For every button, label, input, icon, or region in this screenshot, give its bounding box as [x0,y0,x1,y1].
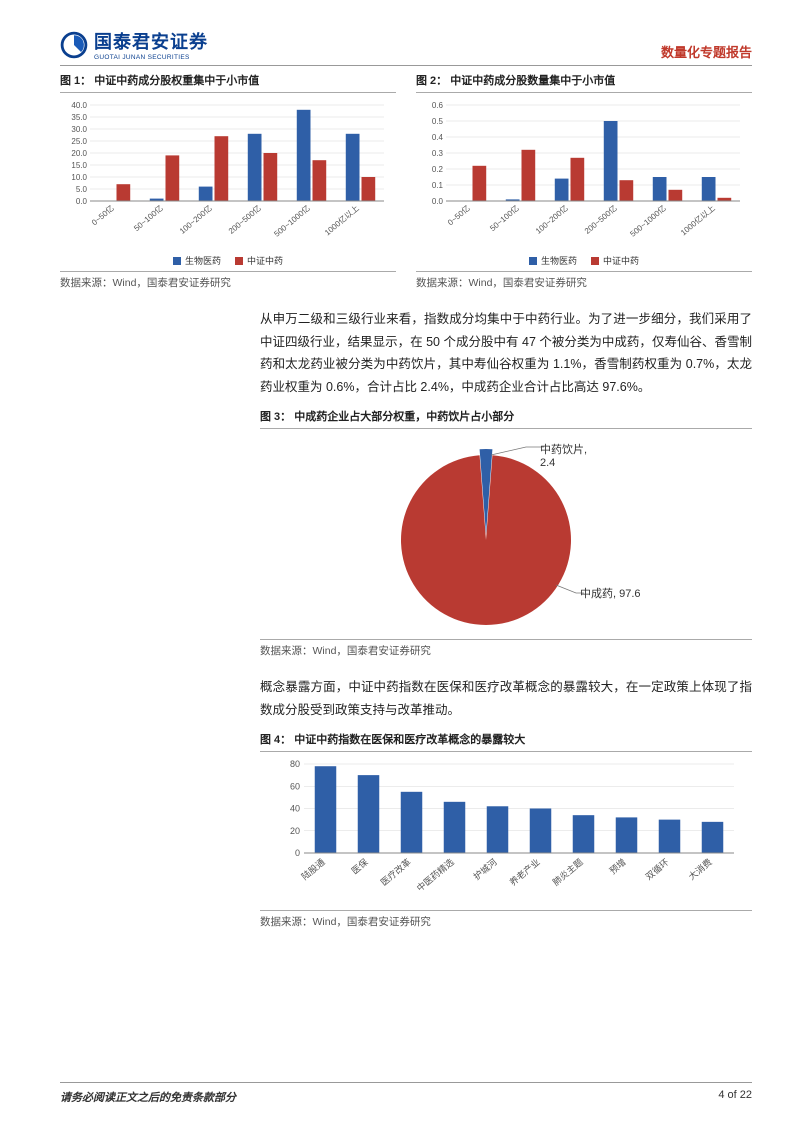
svg-text:20.0: 20.0 [71,149,87,158]
svg-text:0: 0 [295,848,300,858]
brand-logo: 国泰君安证券 GUOTAI JUNAN SECURITIES [60,28,208,61]
svg-text:30.0: 30.0 [71,125,87,134]
svg-text:500~1000亿: 500~1000亿 [628,203,668,239]
fig2-chart: 0.0 0.1 0.2 0.3 0.4 0.5 0.6 0~50亿 50~100亿 100~200… [416,99,752,252]
fig4-title: 图 4： 中证中药指数在医保和医疗改革概念的暴露较大 [260,731,752,752]
svg-text:大消费: 大消费 [686,856,714,882]
svg-text:陆股通: 陆股通 [299,856,327,882]
svg-text:0.4: 0.4 [432,133,444,142]
fig3-chart: 中药饮片,2.4中成药, 97.6 [260,435,752,635]
svg-text:0.1: 0.1 [432,181,444,190]
svg-text:0.0: 0.0 [432,197,444,206]
svg-text:500~1000亿: 500~1000亿 [272,203,312,239]
svg-text:养老产业: 养老产业 [507,856,542,888]
fig2-source: 数据来源：Wind，国泰君安证券研究 [416,271,752,290]
paragraph-2: 概念暴露方面，中证中药指数在医保和医疗改革概念的暴露较大，在一定政策上体现了指数… [260,676,752,721]
svg-text:5.0: 5.0 [76,185,88,194]
svg-text:双循环: 双循环 [643,856,671,882]
svg-text:医保: 医保 [349,856,370,876]
page-header: 国泰君安证券 GUOTAI JUNAN SECURITIES 数量化专题报告 [60,28,752,66]
svg-text:40.0: 40.0 [71,101,87,110]
fig3-title: 图 3： 中成药企业占大部分权重，中药饮片占小部分 [260,408,752,429]
svg-text:40: 40 [290,804,300,814]
svg-text:50~100亿: 50~100亿 [488,203,521,233]
svg-text:0~50亿: 0~50亿 [445,203,471,227]
svg-text:25.0: 25.0 [71,137,87,146]
svg-text:0.5: 0.5 [432,117,444,126]
svg-text:1000亿以上: 1000亿以上 [678,203,716,238]
svg-text:预增: 预增 [607,856,628,876]
svg-text:中医药精选: 中医药精选 [414,856,456,893]
fig1-legend: 生物医药中证中药 [60,254,396,267]
fig1-chart: 0.0 5.0 10.0 15.0 20.0 25.0 30.0 35.0 40.0 0~50亿 5… [60,99,396,252]
svg-text:0.2: 0.2 [432,165,444,174]
svg-text:0~50亿: 0~50亿 [89,203,115,227]
svg-text:80: 80 [290,759,300,769]
svg-text:60: 60 [290,781,300,791]
page-footer: 请务必阅读正文之后的免责条款部分 4 of 22 [60,1082,752,1105]
svg-text:10.0: 10.0 [71,173,87,182]
svg-text:200~500亿: 200~500亿 [226,203,263,236]
brand-name-cn: 国泰君安证券 [94,32,208,52]
svg-text:0.6: 0.6 [432,101,444,110]
svg-text:护城河: 护城河 [471,856,499,882]
footer-disclaimer: 请务必阅读正文之后的免责条款部分 [60,1089,236,1105]
svg-text:200~500亿: 200~500亿 [582,203,619,236]
svg-text:35.0: 35.0 [71,113,87,122]
paragraph-1: 从申万二级和三级行业来看，指数成分均集中于中药行业。为了进一步细分，我们采用了中… [260,308,752,398]
svg-text:肺炎主题: 肺炎主题 [550,856,585,888]
brand-name-en: GUOTAI JUNAN SECURITIES [94,54,208,61]
svg-text:0.0: 0.0 [76,197,88,206]
svg-text:0.3: 0.3 [432,149,444,158]
svg-text:1000亿以上: 1000亿以上 [322,203,360,238]
logo-icon [60,31,88,59]
svg-text:100~200亿: 100~200亿 [177,203,214,236]
fig1-title: 图 1： 中证中药成分股权重集中于小市值 [60,72,396,93]
svg-text:100~200亿: 100~200亿 [533,203,570,236]
doc-type-label: 数量化专题报告 [661,42,752,61]
fig4-source: 数据来源：Wind，国泰君安证券研究 [260,910,752,929]
fig2-legend: 生物医药中证中药 [416,254,752,267]
svg-text:50~100亿: 50~100亿 [132,203,165,233]
fig2-title: 图 2： 中证中药成分股数量集中于小市值 [416,72,752,93]
svg-text:医疗改革: 医疗改革 [378,856,413,888]
fig1-source: 数据来源：Wind，国泰君安证券研究 [60,271,396,290]
page-number: 4 of 22 [718,1089,752,1105]
svg-text:20: 20 [290,826,300,836]
fig3-source: 数据来源：Wind，国泰君安证券研究 [260,639,752,658]
fig4-chart: 0 20 40 60 80 陆股通 医保医疗改革中医药精选护城河养老产业肺炎主题 预增双循环大… [260,758,752,906]
svg-text:15.0: 15.0 [71,161,87,170]
